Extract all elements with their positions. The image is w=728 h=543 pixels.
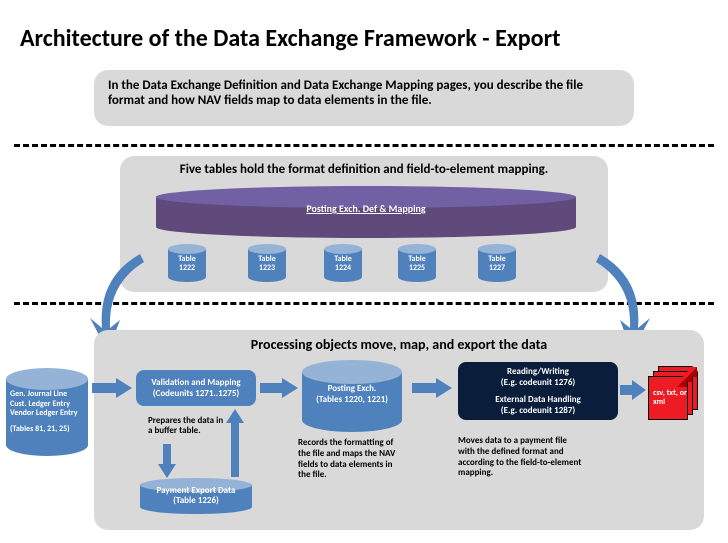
arrow-validation-down: [158, 444, 176, 478]
note-prepares: Prepares the data in a buffer table.: [148, 416, 258, 437]
reading-writing-box: Reading/Writing (E.g. codeunit 1276) Ext…: [458, 362, 618, 420]
posting-exch-def-label: Posting Exch. Def & Mapping: [156, 202, 576, 215]
source-tables-label: Gen. Journal Line Cust. Ledger Entry Ven…: [10, 390, 84, 434]
note-moves: Moves data to a payment file with the de…: [458, 436, 628, 479]
table-cylinder-label: Table 1225: [398, 255, 436, 273]
table-cylinder-label: Table 1222: [168, 255, 206, 273]
validation-mapping-box: Validation and Mapping (Codeunits 1271..…: [136, 370, 256, 406]
output-file-label: csv, txt, or xml: [653, 389, 687, 407]
table-cylinder-label: Table 1227: [478, 255, 516, 273]
table-cylinder-label: Table 1224: [324, 255, 362, 273]
arrow-reading-to-file: [620, 380, 646, 400]
arrow-source-to-validation: [92, 378, 132, 398]
description-panel: In the Data Exchange Definition and Data…: [94, 70, 634, 126]
processing-panel-title: Processing objects move, map, and export…: [108, 336, 690, 353]
arrow-posting-to-reading: [412, 378, 452, 398]
page-title: Architecture of the Data Exchange Framew…: [20, 24, 560, 53]
tables-panel-title: Five tables hold the format definition a…: [134, 162, 594, 177]
posting-exch-label: Posting Exch. (Tables 1220, 1221): [302, 384, 402, 406]
arrow-validation-to-posting: [260, 378, 298, 398]
table-cylinder-label: Table 1223: [248, 255, 286, 273]
output-file-1: csv, txt, or xml: [648, 376, 688, 420]
note-records: Records the formatting of the file and m…: [298, 438, 438, 481]
payment-export-label: Payment Export Data (Table 1226): [140, 486, 252, 506]
divider-1: [14, 144, 714, 147]
